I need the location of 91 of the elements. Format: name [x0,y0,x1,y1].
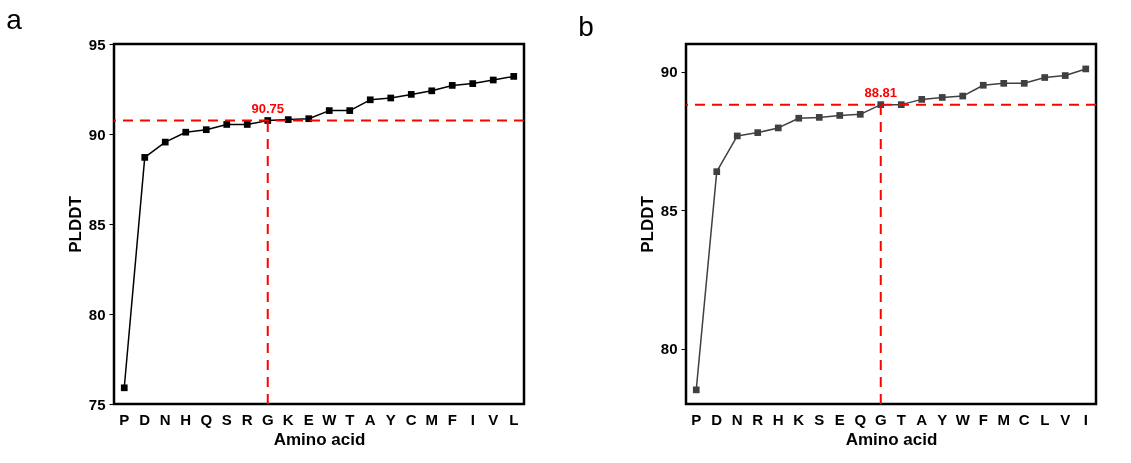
x-tick-label: P [691,410,702,428]
x-tick-label: C [1018,410,1030,428]
point [202,126,210,134]
annotation: 88.81 [864,84,898,100]
point [1082,65,1090,73]
point [346,107,354,114]
x-tick-label: D [711,410,723,428]
x-tick-label: V [488,410,499,428]
point [938,94,946,101]
point [448,82,456,89]
y-tick-label: 90 [660,63,678,81]
point [979,81,987,89]
point [815,114,823,121]
point [959,92,967,100]
x-tick-label: F [978,410,988,428]
x-tick-label: K [793,410,805,428]
y-tick-label: 95 [88,35,106,53]
point [325,107,333,114]
x-tick-label: A [364,410,376,428]
x-tick-label: L [1040,410,1050,428]
x-tick-label: C [405,410,417,428]
x-tick-label: L [509,410,519,428]
point [387,94,395,102]
x-tick-label: S [221,410,232,428]
y-axis-title: PLDDT [65,195,85,253]
point [120,384,128,392]
point [284,116,292,123]
x-tick-label: H [180,410,192,428]
point [489,76,497,84]
point [161,138,169,146]
x-tick-label: T [896,410,906,428]
point [141,154,149,161]
point [692,386,700,394]
point [754,129,762,136]
x-tick-label: N [159,410,171,428]
x-tick-label: D [139,410,151,428]
point [469,80,477,87]
point [856,110,864,118]
x-tick-label: S [814,410,825,428]
x-axis-title: Amino acid [845,429,938,449]
point [836,112,844,119]
point [1000,79,1008,87]
point [428,87,436,95]
point [366,96,374,104]
point [182,128,190,136]
annotation: 90.75 [251,100,285,116]
chart-title: a [6,4,23,35]
x-tick-label: M [997,410,1010,428]
x-tick-label: Q [200,410,213,428]
x-tick-label: I [470,410,475,428]
point [795,114,803,122]
y-tick-label: 90 [88,125,106,143]
x-tick-label: G [261,410,274,428]
x-tick-label: E [834,410,845,428]
x-tick-label: G [874,410,887,428]
x-tick-label: I [1083,410,1088,428]
x-tick-label: W [322,410,338,428]
x-tick-label: R [752,410,764,428]
y-tick-label: 75 [88,395,106,413]
point [305,115,313,123]
x-tick-label: H [772,410,784,428]
x-tick-label: R [241,410,253,428]
point [1061,72,1069,79]
x-tick-label: F [447,410,457,428]
y-tick-label: 80 [660,340,678,358]
y-tick-label: 85 [660,201,678,219]
x-tick-label: W [955,410,971,428]
x-tick-label: M [425,410,438,428]
x-tick-label: K [282,410,294,428]
chart-title: b [578,11,594,42]
point [1020,79,1028,87]
point [774,124,782,132]
point [733,132,741,140]
x-tick-label: Y [937,410,948,428]
point [713,168,721,176]
x-tick-label: P [119,410,130,428]
x-tick-label: Y [385,410,396,428]
x-tick-label: V [1060,410,1071,428]
x-tick-label: N [731,410,743,428]
y-tick-label: 80 [88,305,106,323]
point [510,73,518,80]
x-axis-title: Amino acid [273,429,366,449]
x-tick-label: E [303,410,314,428]
x-tick-label: A [916,410,928,428]
y-tick-label: 85 [88,215,106,233]
y-axis-title: PLDDT [637,195,657,253]
x-tick-label: Q [854,410,867,428]
point [1041,74,1049,81]
x-tick-label: T [345,410,355,428]
point [407,91,415,98]
point [918,96,926,103]
